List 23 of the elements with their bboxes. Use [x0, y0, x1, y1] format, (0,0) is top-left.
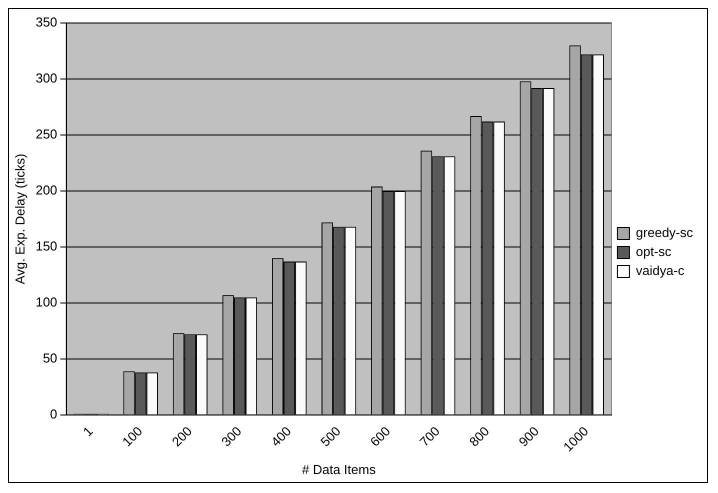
y-tick-label: 100 — [36, 294, 58, 310]
x-tick-label: 1 — [80, 423, 96, 440]
x-tick-label: 700 — [416, 423, 443, 450]
x-tick-label: 400 — [268, 423, 294, 450]
x-tick-label: 100 — [119, 423, 146, 450]
x-tick-label: 600 — [367, 423, 394, 450]
x-tick-label: 500 — [318, 423, 344, 450]
x-tick-label: 300 — [218, 423, 244, 450]
y-tick-label: 300 — [36, 70, 58, 86]
x-tick-label: 200 — [168, 423, 195, 450]
y-tick-label: 0 — [50, 406, 58, 422]
y-tick-label: 150 — [36, 238, 58, 254]
x-axis-title: # Data Items — [302, 462, 376, 477]
y-tick-label: 250 — [36, 126, 58, 142]
x-tick-label: 900 — [516, 423, 542, 450]
x-tick-label: 800 — [466, 423, 492, 450]
legend-label: greedy-sc — [636, 225, 694, 240]
legend-label: vaidya-c — [636, 263, 685, 278]
y-tick-label: 350 — [36, 14, 58, 30]
y-tick-label: 50 — [42, 350, 58, 366]
legend-label: opt-sc — [636, 244, 672, 260]
y-tick-label: 200 — [36, 182, 58, 198]
y-axis-title: Avg. Exp. Delay (ticks) — [12, 154, 28, 284]
